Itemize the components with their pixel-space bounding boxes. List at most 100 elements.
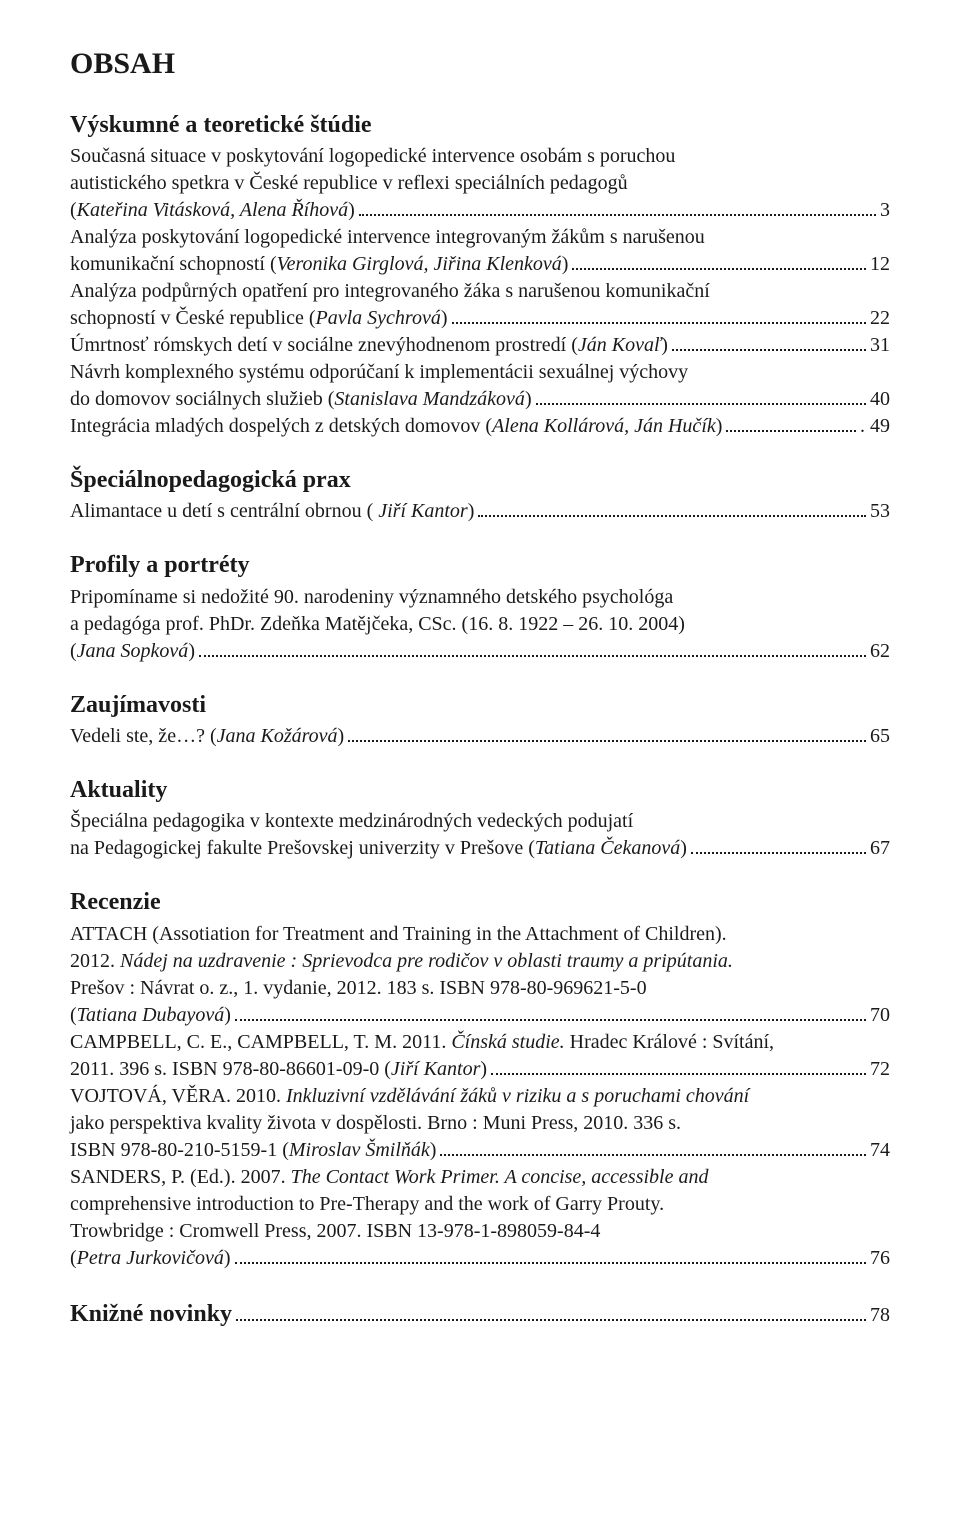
- toc-leader-row: na Pedagogickej fakulte Prešovskej unive…: [70, 835, 890, 862]
- toc-page-number: 72: [870, 1056, 890, 1083]
- leader-dots: [491, 1056, 866, 1075]
- toc-leader-row: Alimantace u detí s centrální obrnou ( J…: [70, 498, 890, 525]
- toc-page-number: . 49: [860, 413, 890, 440]
- leader-dots: [236, 1302, 866, 1321]
- toc-entry: Analýza poskytování logopedické interven…: [70, 224, 890, 278]
- toc-leader-row: Vedeli ste, že…? (Jana Kožárová) 65: [70, 723, 890, 750]
- section-heading: Knižné novinky: [70, 1298, 232, 1330]
- toc-entry-line: Analýza podpůrných opatření pro integrov…: [70, 278, 890, 305]
- toc-entry: Návrh komplexného systému odporúčaní k i…: [70, 359, 890, 413]
- toc-entry-line: Prešov : Návrat o. z., 1. vydanie, 2012.…: [70, 975, 890, 1002]
- toc-page-number: 53: [870, 498, 890, 525]
- toc-entry-tail: (Jana Sopková): [70, 638, 195, 665]
- toc-page-number: 74: [870, 1137, 890, 1164]
- toc-entry: CAMPBELL, C. E., CAMPBELL, T. M. 2011. Č…: [70, 1029, 890, 1083]
- toc-page-number: 40: [870, 386, 890, 413]
- toc-leader-row: (Tatiana Dubayová) 70: [70, 1002, 890, 1029]
- leader-dots: [672, 332, 866, 351]
- toc-entry-tail: 2011. 396 s. ISBN 978-80-86601-09-0 (Jiř…: [70, 1056, 487, 1083]
- section-heading: Výskumné a teoretické štúdie: [70, 109, 890, 141]
- toc-entry: Pripomíname si nedožité 90. narodeniny v…: [70, 584, 890, 665]
- leader-dots: [452, 305, 867, 324]
- toc-page-number: 78: [870, 1302, 890, 1329]
- toc-entry-line: VOJTOVÁ, VĚRA. 2010. Inkluzivní vzdělává…: [70, 1083, 890, 1110]
- toc-entry-tail: Vedeli ste, že…? (Jana Kožárová): [70, 723, 344, 750]
- toc-page-number: 31: [870, 332, 890, 359]
- toc-entry-line: autistického spetkra v České republice v…: [70, 170, 890, 197]
- leader-dots: [726, 413, 856, 432]
- toc-leader-row: schopností v České republice (Pavla Sych…: [70, 305, 890, 332]
- toc-entry-tail: (Petra Jurkovičová): [70, 1245, 231, 1272]
- toc-entry-line: a pedagóga prof. PhDr. Zdeňka Matějčeka,…: [70, 611, 890, 638]
- toc-entry-line: jako perspektiva kvality života v dospěl…: [70, 1110, 890, 1137]
- page-root: OBSAH Výskumné a teoretické štúdieSoučas…: [0, 0, 960, 1380]
- section-heading: Zaujímavosti: [70, 689, 890, 721]
- leader-dots: [235, 1002, 866, 1021]
- toc-entry-tail: (Kateřina Vitásková, Alena Říhová): [70, 197, 355, 224]
- toc-entry-line: comprehensive introduction to Pre-Therap…: [70, 1191, 890, 1218]
- toc-entry-line: SANDERS, P. (Ed.). 2007. The Contact Wor…: [70, 1164, 890, 1191]
- toc-entry: SANDERS, P. (Ed.). 2007. The Contact Wor…: [70, 1164, 890, 1272]
- toc-entry: Úmrtnosť rómskych detí v sociálne znevýh…: [70, 332, 890, 359]
- toc-entry-tail: ISBN 978-80-210-5159-1 (Miroslav Šmilňák…: [70, 1137, 436, 1164]
- toc-entry-line: Pripomíname si nedožité 90. narodeniny v…: [70, 584, 890, 611]
- sections-container: Výskumné a teoretické štúdieSoučasná sit…: [70, 109, 890, 1331]
- toc-entry-tail: schopností v České republice (Pavla Sych…: [70, 305, 448, 332]
- toc-entry: Alimantace u detí s centrální obrnou ( J…: [70, 498, 890, 525]
- section-heading: Recenzie: [70, 886, 890, 918]
- toc-leader-row: Integrácia mladých dospelých z detských …: [70, 413, 890, 440]
- toc-entry-tail: do domovov sociálnych služieb (Stanislav…: [70, 386, 532, 413]
- toc-entry-tail: Úmrtnosť rómskych detí v sociálne znevýh…: [70, 332, 668, 359]
- leader-dots: [536, 386, 866, 405]
- toc-entry-line: Analýza poskytování logopedické interven…: [70, 224, 890, 251]
- toc-entry-line: CAMPBELL, C. E., CAMPBELL, T. M. 2011. Č…: [70, 1029, 890, 1056]
- leader-dots: [691, 835, 866, 854]
- leader-dots: [199, 638, 866, 657]
- toc-entry: Současná situace v poskytování logopedic…: [70, 143, 890, 224]
- toc-page-number: 62: [870, 638, 890, 665]
- toc-entry-tail: Integrácia mladých dospelých z detských …: [70, 413, 722, 440]
- toc-entry-line: Současná situace v poskytování logopedic…: [70, 143, 890, 170]
- toc-leader-row: komunikační schopností (Veronika Girglov…: [70, 251, 890, 278]
- toc-page-number: 12: [870, 251, 890, 278]
- toc-entry-line: Návrh komplexného systému odporúčaní k i…: [70, 359, 890, 386]
- leader-dots: [478, 498, 866, 517]
- leader-dots: [572, 251, 866, 270]
- toc-entry-tail: Alimantace u detí s centrální obrnou ( J…: [70, 498, 474, 525]
- toc-entry-tail: na Pedagogickej fakulte Prešovskej unive…: [70, 835, 687, 862]
- toc-entry: VOJTOVÁ, VĚRA. 2010. Inkluzivní vzdělává…: [70, 1083, 890, 1164]
- leader-dots: [348, 723, 866, 742]
- section-heading-leader: Knižné novinky 78: [70, 1298, 890, 1330]
- leader-dots: [440, 1137, 866, 1156]
- page-title: OBSAH: [70, 44, 890, 85]
- toc-leader-row: (Petra Jurkovičová) 76: [70, 1245, 890, 1272]
- toc-entry-line: Trowbridge : Cromwell Press, 2007. ISBN …: [70, 1218, 890, 1245]
- section-heading: Špeciálnopedagogická prax: [70, 464, 890, 496]
- toc-page-number: 3: [880, 197, 890, 224]
- toc-entry: Analýza podpůrných opatření pro integrov…: [70, 278, 890, 332]
- toc-page-number: 67: [870, 835, 890, 862]
- toc-leader-row: (Jana Sopková) 62: [70, 638, 890, 665]
- toc-page-number: 70: [870, 1002, 890, 1029]
- toc-entry-line: 2012. Nádej na uzdravenie : Sprievodca p…: [70, 948, 890, 975]
- toc-entry: Integrácia mladých dospelých z detských …: [70, 413, 890, 440]
- toc-entry: ATTACH (Assotiation for Treatment and Tr…: [70, 921, 890, 1029]
- toc-entry-line: Špeciálna pedagogika v kontexte medzinár…: [70, 808, 890, 835]
- section-heading: Profily a portréty: [70, 549, 890, 581]
- toc-entry: Špeciálna pedagogika v kontexte medzinár…: [70, 808, 890, 862]
- toc-entry-line: ATTACH (Assotiation for Treatment and Tr…: [70, 921, 890, 948]
- toc-entry-tail: (Tatiana Dubayová): [70, 1002, 231, 1029]
- toc-leader-row: (Kateřina Vitásková, Alena Říhová) 3: [70, 197, 890, 224]
- toc-entry: Vedeli ste, že…? (Jana Kožárová) 65: [70, 723, 890, 750]
- toc-leader-row: 2011. 396 s. ISBN 978-80-86601-09-0 (Jiř…: [70, 1056, 890, 1083]
- toc-page-number: 65: [870, 723, 890, 750]
- toc-leader-row: do domovov sociálnych služieb (Stanislav…: [70, 386, 890, 413]
- toc-page-number: 76: [870, 1245, 890, 1272]
- leader-dots: [235, 1245, 866, 1264]
- section-heading: Aktuality: [70, 774, 890, 806]
- leader-dots: [359, 197, 876, 216]
- toc-page-number: 22: [870, 305, 890, 332]
- toc-entry-tail: komunikační schopností (Veronika Girglov…: [70, 251, 568, 278]
- toc-leader-row: ISBN 978-80-210-5159-1 (Miroslav Šmilňák…: [70, 1137, 890, 1164]
- toc-leader-row: Úmrtnosť rómskych detí v sociálne znevýh…: [70, 332, 890, 359]
